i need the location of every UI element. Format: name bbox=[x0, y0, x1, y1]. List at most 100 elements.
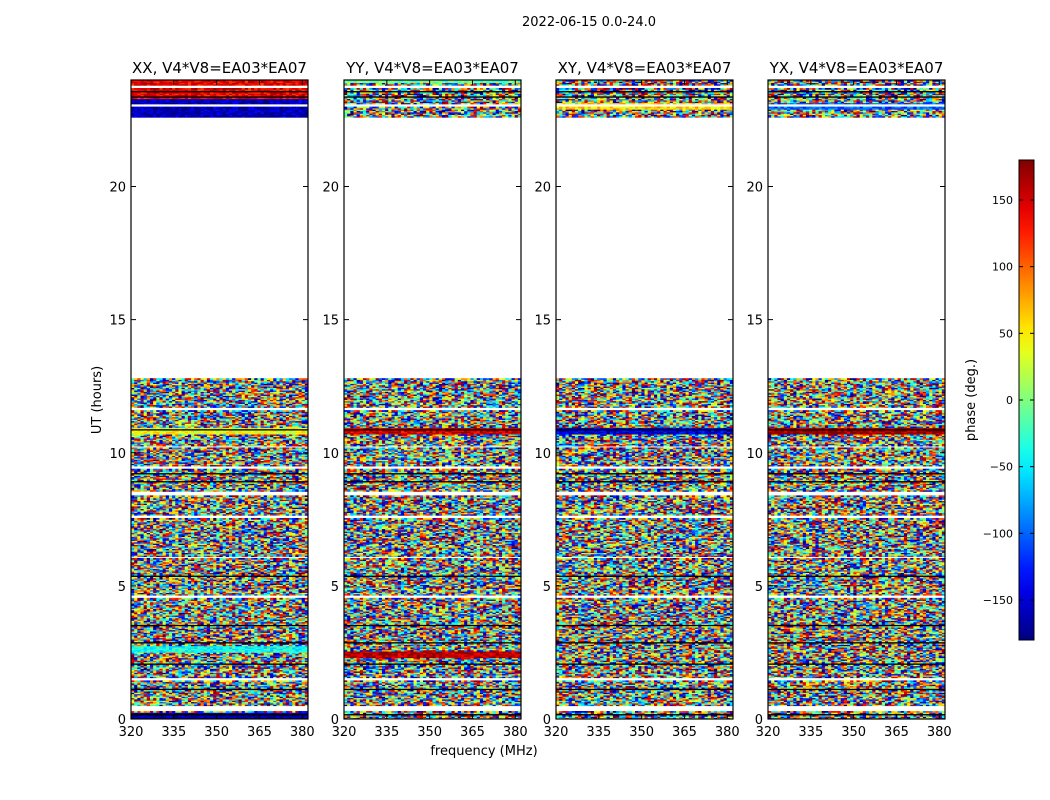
heatmap-cell bbox=[298, 636, 303, 639]
heatmap-cell bbox=[276, 685, 280, 688]
heatmap-cell bbox=[273, 599, 277, 601]
heatmap-cell bbox=[187, 605, 192, 608]
heatmap-cell bbox=[292, 639, 296, 641]
heatmap-cell bbox=[273, 609, 277, 612]
heatmap-cell bbox=[247, 644, 252, 647]
heatmap-cell bbox=[247, 660, 252, 663]
heatmap-cell bbox=[260, 687, 265, 689]
heatmap-cell bbox=[266, 699, 271, 701]
heatmap-cell bbox=[165, 584, 170, 587]
heatmap-cell bbox=[241, 657, 246, 660]
heatmap-cell bbox=[279, 704, 284, 707]
heatmap-cell bbox=[298, 616, 303, 619]
heatmap-cell bbox=[222, 585, 227, 588]
heatmap-cell bbox=[266, 584, 271, 587]
heatmap-cell bbox=[140, 668, 145, 671]
heatmap-cell bbox=[219, 667, 224, 669]
heatmap-cell bbox=[210, 667, 214, 669]
heatmap-cell bbox=[301, 717, 306, 719]
heatmap-cell bbox=[298, 603, 303, 605]
heatmap-cell bbox=[263, 689, 268, 692]
heatmap-cell bbox=[168, 696, 173, 699]
heatmap-cell bbox=[194, 653, 198, 656]
heatmap-cell bbox=[194, 689, 198, 692]
heatmap-cell bbox=[238, 609, 243, 612]
heatmap-cell bbox=[140, 611, 145, 613]
heatmap-cell bbox=[254, 605, 258, 608]
heatmap-cell bbox=[298, 633, 303, 636]
heatmap-cell bbox=[247, 637, 252, 640]
heatmap-cell bbox=[131, 692, 135, 695]
heatmap-cell bbox=[143, 604, 148, 607]
heatmap-cell bbox=[228, 703, 233, 705]
heatmap-cell bbox=[273, 627, 277, 629]
heatmap-cell bbox=[285, 605, 290, 608]
heatmap-cell bbox=[244, 585, 249, 588]
heatmap-cell bbox=[216, 631, 220, 633]
heatmap-cell bbox=[172, 600, 176, 603]
heatmap-cell bbox=[228, 653, 233, 656]
heatmap-cell bbox=[254, 711, 258, 713]
heatmap-cell bbox=[232, 587, 236, 589]
heatmap-cell bbox=[270, 587, 274, 589]
heatmap-cell bbox=[263, 661, 268, 664]
heatmap-cell bbox=[134, 649, 138, 652]
heatmap-cell bbox=[143, 640, 148, 643]
heatmap-cell bbox=[200, 628, 205, 631]
heatmap-cell bbox=[143, 636, 148, 639]
heatmap-cell bbox=[270, 632, 274, 635]
heatmap-cell bbox=[244, 669, 249, 672]
heatmap-cell bbox=[178, 691, 182, 693]
heatmap-cell bbox=[172, 631, 176, 633]
heatmap-cell bbox=[295, 680, 299, 683]
heatmap-cell bbox=[134, 608, 138, 611]
heatmap-cell bbox=[191, 660, 195, 663]
heatmap-cell bbox=[156, 664, 160, 667]
heatmap-cell bbox=[292, 583, 296, 585]
heatmap-cell bbox=[159, 684, 164, 687]
heatmap-cell bbox=[172, 639, 176, 641]
heatmap-cell bbox=[175, 700, 179, 703]
heatmap-cell bbox=[172, 585, 176, 588]
heatmap-cell bbox=[260, 639, 265, 641]
heatmap-cell bbox=[165, 660, 170, 663]
heatmap-cell bbox=[137, 603, 141, 605]
heatmap-cell bbox=[175, 652, 179, 655]
heatmap-cell bbox=[210, 619, 214, 621]
heatmap-cell bbox=[301, 583, 306, 585]
heatmap-cell bbox=[273, 616, 277, 619]
heatmap-cell bbox=[131, 687, 135, 689]
heatmap-cell bbox=[235, 629, 239, 632]
heatmap-cell bbox=[143, 625, 148, 628]
heatmap-cell bbox=[184, 649, 189, 652]
heatmap-cell bbox=[206, 603, 211, 605]
heatmap-cell bbox=[279, 644, 284, 647]
heatmap-cell bbox=[241, 667, 246, 669]
heatmap-cell bbox=[254, 633, 258, 636]
heatmap-cell bbox=[235, 689, 239, 692]
heatmap-cell bbox=[153, 704, 157, 707]
heatmap-cell bbox=[289, 597, 293, 600]
heatmap-cell bbox=[213, 659, 217, 661]
heatmap-cell bbox=[187, 599, 192, 601]
heatmap-cell bbox=[279, 635, 284, 637]
heatmap-cell bbox=[298, 704, 303, 707]
heatmap-cell bbox=[285, 659, 290, 661]
heatmap-cell bbox=[235, 587, 239, 589]
heatmap-cell bbox=[191, 644, 195, 647]
heatmap-cell bbox=[159, 655, 164, 657]
heatmap-cell bbox=[219, 657, 224, 660]
heatmap-cell bbox=[134, 695, 138, 697]
heatmap-cell bbox=[276, 593, 280, 596]
heatmap-cell bbox=[295, 700, 299, 703]
heatmap-cell bbox=[200, 629, 205, 632]
heatmap-cell bbox=[200, 703, 205, 705]
heatmap-cell bbox=[156, 671, 160, 673]
heatmap-cell bbox=[276, 697, 280, 700]
heatmap-cell bbox=[149, 715, 154, 717]
heatmap-cell bbox=[172, 687, 176, 689]
heatmap-cell bbox=[257, 691, 261, 693]
heatmap-cell bbox=[165, 619, 170, 621]
heatmap-cell bbox=[228, 651, 233, 653]
heatmap-cell bbox=[285, 625, 290, 628]
